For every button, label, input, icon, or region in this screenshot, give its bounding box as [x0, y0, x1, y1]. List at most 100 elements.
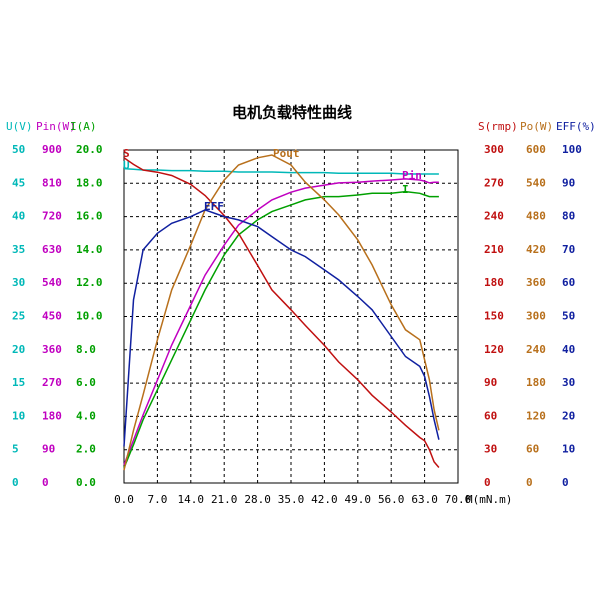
y-tick-label: 70 — [562, 243, 575, 256]
x-tick-label: 63.0 — [411, 493, 438, 506]
x-tick-label: 42.0 — [311, 493, 338, 506]
y-tick-label: 40 — [12, 210, 25, 223]
y-tick-label: 900 — [42, 143, 62, 156]
axis-label: U(V) — [6, 120, 33, 133]
y-tick-label: 2.0 — [76, 443, 96, 456]
y-tick-label: 480 — [526, 210, 546, 223]
y-tick-label: 20 — [12, 343, 25, 356]
axis-label: EFF(%) — [556, 120, 596, 133]
series-name: Pout — [273, 147, 300, 160]
x-tick-label: 7.0 — [147, 493, 167, 506]
x-tick-label: 28.0 — [244, 493, 271, 506]
y-tick-label: 15 — [12, 376, 25, 389]
y-tick-label: 0.0 — [76, 476, 96, 489]
y-tick-label: 90 — [42, 443, 55, 456]
y-tick-label: 30 — [562, 376, 575, 389]
y-tick-label: 0 — [562, 476, 569, 489]
y-tick-label: 60 — [526, 443, 539, 456]
y-tick-label: 270 — [42, 376, 62, 389]
y-tick-label: 300 — [484, 143, 504, 156]
y-tick-label: 810 — [42, 176, 62, 189]
y-tick-label: 100 — [562, 143, 582, 156]
y-tick-label: 20 — [562, 409, 575, 422]
x-axis-label: M(mN.m) — [466, 493, 512, 506]
x-tick-label: 49.0 — [345, 493, 372, 506]
y-tick-label: 720 — [42, 210, 62, 223]
series-name: EFF — [204, 200, 224, 213]
y-tick-label: 50 — [562, 310, 575, 323]
y-tick-label: 360 — [42, 343, 62, 356]
y-tick-label: 420 — [526, 243, 546, 256]
y-tick-label: 10 — [562, 443, 575, 456]
axis-label: S(rmp) — [478, 120, 518, 133]
y-tick-label: 270 — [484, 176, 504, 189]
y-tick-label: 0 — [42, 476, 49, 489]
y-tick-label: 360 — [526, 276, 546, 289]
y-tick-label: 80 — [562, 210, 575, 223]
x-tick-label: 21.0 — [211, 493, 238, 506]
y-tick-label: 600 — [526, 143, 546, 156]
x-tick-label: 56.0 — [378, 493, 405, 506]
y-tick-label: 0 — [526, 476, 533, 489]
y-tick-label: 5 — [12, 443, 19, 456]
y-tick-label: 40 — [562, 343, 575, 356]
x-tick-label: 14.0 — [178, 493, 205, 506]
y-tick-label: 18.0 — [76, 176, 103, 189]
y-tick-label: 150 — [484, 310, 504, 323]
y-tick-label: 180 — [526, 376, 546, 389]
chart-title: 电机负载特性曲线 — [232, 104, 352, 122]
y-tick-label: 8.0 — [76, 343, 96, 356]
x-tick-label: 0.0 — [114, 493, 134, 506]
axis-label: Po(W) — [520, 120, 553, 133]
y-tick-label: 0 — [12, 476, 19, 489]
y-tick-label: 16.0 — [76, 210, 103, 223]
y-tick-label: 90 — [562, 176, 575, 189]
y-tick-label: 60 — [562, 276, 575, 289]
series-line — [123, 178, 439, 466]
axis-label: Pin(W) — [36, 120, 76, 133]
y-tick-label: 450 — [42, 310, 62, 323]
y-tick-label: 630 — [42, 243, 62, 256]
series-name: U — [123, 159, 130, 172]
series-name: I — [402, 183, 409, 196]
y-tick-label: 50 — [12, 143, 25, 156]
series-name: Pin — [402, 169, 422, 182]
y-tick-label: 30 — [12, 276, 25, 289]
y-tick-label: 25 — [12, 310, 25, 323]
y-tick-label: 90 — [484, 376, 497, 389]
series-name: S — [123, 147, 130, 160]
x-tick-label: 70.0 — [445, 493, 472, 506]
y-tick-label: 45 — [12, 176, 25, 189]
y-tick-label: 10 — [12, 409, 25, 422]
series-line — [123, 157, 440, 468]
plot-border — [123, 149, 459, 484]
y-tick-label: 60 — [484, 409, 497, 422]
y-tick-label: 180 — [484, 276, 504, 289]
y-tick-label: 4.0 — [76, 409, 96, 422]
y-tick-label: 540 — [42, 276, 62, 289]
y-tick-label: 30 — [484, 443, 497, 456]
y-tick-label: 120 — [526, 409, 546, 422]
series-line — [123, 154, 440, 471]
y-tick-label: 540 — [526, 176, 546, 189]
y-tick-label: 12.0 — [76, 276, 103, 289]
y-tick-label: 14.0 — [76, 243, 103, 256]
y-tick-label: 210 — [484, 243, 504, 256]
y-tick-label: 6.0 — [76, 376, 96, 389]
y-tick-label: 20.0 — [76, 143, 103, 156]
y-tick-label: 240 — [484, 210, 504, 223]
y-tick-label: 300 — [526, 310, 546, 323]
x-tick-label: 35.0 — [278, 493, 305, 506]
y-tick-label: 10.0 — [76, 310, 103, 323]
y-tick-label: 35 — [12, 243, 25, 256]
series-line — [123, 190, 439, 469]
y-tick-label: 240 — [526, 343, 546, 356]
y-tick-label: 180 — [42, 409, 62, 422]
y-tick-label: 0 — [484, 476, 491, 489]
series-line — [123, 209, 440, 447]
axis-label: I(A) — [70, 120, 97, 133]
y-tick-label: 120 — [484, 343, 504, 356]
